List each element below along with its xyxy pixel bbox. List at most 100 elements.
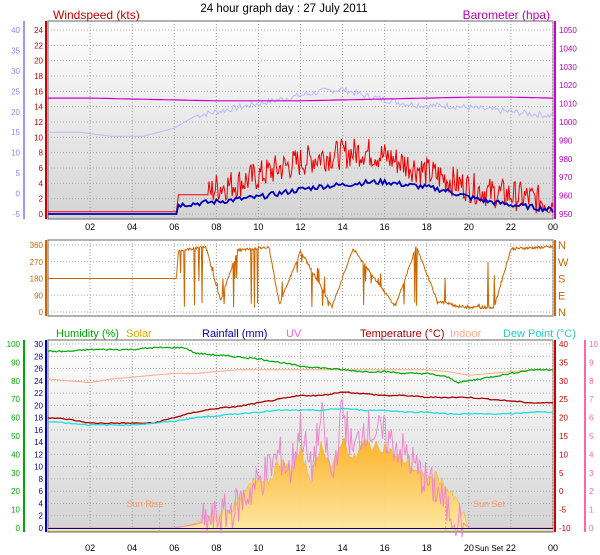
rain-y-tick-label: 2 — [39, 512, 44, 521]
wind-gust-line — [48, 138, 554, 214]
wind-x-tick-label: 14 — [338, 222, 348, 232]
barometer-y-tick-label: 1010 — [559, 100, 577, 109]
gust-y-tick-label: 40 — [11, 26, 20, 35]
rain-y-tick-label: 14 — [34, 438, 43, 447]
uv-y-tick-label: 6 — [589, 414, 594, 423]
page-title: 24 hour graph day : 27 July 2011 — [200, 3, 367, 15]
uv-y-tick-label: 0 — [589, 524, 594, 533]
conditions-x-tick-label: 00 — [548, 543, 558, 553]
wind-x-tick-label: 18 — [422, 222, 432, 232]
humidity-y-tick-label: 20 — [11, 487, 20, 496]
rain-y-tick-label: 12 — [34, 450, 43, 459]
legend-solar: Solar — [126, 328, 152, 340]
gust-y-tick-label: 35 — [11, 46, 20, 55]
wind-y-tick-label: 4 — [39, 179, 44, 188]
wind-y-tick-label: 22 — [34, 41, 43, 50]
direction-y-tick-label: 180 — [30, 275, 44, 284]
legend-temperature: Temperature (°C) — [360, 328, 444, 340]
humidity-y-tick-label: 90 — [11, 358, 20, 367]
compass-tick-label: W — [558, 257, 569, 269]
barometer-y-tick-label: 980 — [559, 155, 573, 164]
barometer-y-tick-label: 1020 — [559, 81, 577, 90]
temp-y-tick-label: -10 — [559, 524, 571, 533]
gust-y-tick-label: 15 — [11, 128, 20, 137]
wind-y-tick-label: 12 — [34, 118, 43, 127]
barometer-y-tick-label: 1040 — [559, 44, 577, 53]
wind-x-tick-label: 22 — [506, 222, 516, 232]
wind-x-tick-label: 20 — [464, 222, 474, 232]
conditions-x-tick-label: 16 — [380, 543, 390, 553]
rain-y-tick-label: 18 — [34, 414, 43, 423]
sunrise-label: Sun Rise — [127, 499, 164, 509]
dewpoint-line — [47, 407, 553, 427]
conditions-x-tick-label: 08 — [211, 543, 221, 553]
barometer-y-tick-label: 970 — [559, 173, 573, 182]
legend-dewpoint: Dew Point (°C) — [503, 328, 576, 340]
direction-panel: 360 N 270 W 180 S 90 E 0 N — [30, 239, 569, 319]
humidity-y-tick-label: 10 — [11, 506, 20, 515]
direction-y-tick-label: 270 — [30, 258, 44, 267]
compass-tick-label: E — [558, 290, 565, 302]
barometer-y-tick-label: 990 — [559, 136, 573, 145]
direction-line — [48, 244, 554, 310]
direction-y-tick-label: 360 — [30, 241, 44, 250]
compass-tick-label: N — [558, 307, 566, 319]
wind-y-tick-label: 10 — [34, 133, 43, 142]
wind-y-tick-label: 16 — [34, 87, 43, 96]
wind-x-tick-label: 04 — [127, 222, 137, 232]
wind-y-tick-label: 8 — [39, 149, 44, 158]
wind-x-tick-label: 08 — [211, 222, 221, 232]
conditions-x-tick-label: 22 — [506, 543, 516, 553]
humidity-y-tick-label: 40 — [11, 450, 20, 459]
humidity-y-tick-label: 70 — [11, 395, 20, 404]
temp-y-tick-label: 15 — [559, 432, 568, 441]
humidity-y-tick-label: 100 — [7, 340, 21, 349]
humidity-y-tick-label: 80 — [11, 377, 20, 386]
rain-y-tick-label: 30 — [34, 340, 43, 349]
uv-y-tick-label: 7 — [589, 395, 594, 404]
barometer-y-tick-label: 1030 — [559, 63, 577, 72]
conditions-x-tick-label: 18 — [422, 543, 432, 553]
legend-humidity: Humidity (%) — [56, 328, 119, 340]
direction-y-tick-label: 0 — [39, 308, 44, 317]
barometer-y-tick-label: 960 — [559, 192, 573, 201]
rain-y-tick-label: 4 — [39, 499, 44, 508]
direction-y-tick-label: 90 — [34, 291, 43, 300]
humidity-y-tick-label: 30 — [11, 469, 20, 478]
conditions-x-tick-label: 06 — [169, 543, 179, 553]
uv-y-tick-label: 8 — [589, 377, 594, 386]
uv-y-tick-label: 4 — [589, 450, 594, 459]
conditions-x-tick-label: 12 — [295, 543, 305, 553]
wind-avg-line — [48, 177, 554, 215]
gust-y-tick-label: 20 — [11, 108, 20, 117]
rain-y-tick-label: 0 — [39, 524, 44, 533]
gust-y-tick-label: 30 — [11, 67, 20, 76]
temp-y-tick-label: 25 — [559, 395, 568, 404]
temp-y-tick-label: 30 — [559, 377, 568, 386]
rain-y-tick-label: 10 — [34, 463, 43, 472]
wind-y-tick-label: 20 — [34, 57, 43, 66]
conditions-x-tick-label: 14 — [338, 543, 348, 553]
temp-y-tick-label: 40 — [559, 340, 568, 349]
uv-y-tick-label: 5 — [589, 432, 594, 441]
uv-y-tick-label: 9 — [589, 358, 594, 367]
wind-y-tick-label: 14 — [34, 103, 43, 112]
wind-y-tick-label: 24 — [34, 26, 43, 35]
rain-y-tick-label: 22 — [34, 389, 43, 398]
humidity-y-tick-label: 60 — [11, 414, 20, 423]
temperature-line — [47, 391, 554, 425]
barometer-y-tick-label: 1050 — [559, 26, 577, 35]
uv-y-tick-label: 3 — [589, 469, 594, 478]
barometer-y-tick-label: 950 — [559, 210, 573, 219]
conditions-x-tick-label: 02 — [85, 543, 95, 553]
barometer-title: Barometer (hpa) — [463, 8, 550, 22]
legend-indoor: Indoor — [450, 328, 482, 340]
humidity-y-tick-label: 50 — [11, 432, 20, 441]
wind-panel: Windspeed (kts) Barometer (hpa) 02 04 06 08… — [11, 8, 577, 232]
gust-y-tick-label: -5 — [13, 210, 21, 219]
sunset-label: Sun Set — [473, 499, 506, 509]
rain-y-tick-label: 20 — [34, 401, 43, 410]
uv-y-tick-label: 1 — [589, 506, 594, 515]
compass-tick-label: N — [558, 240, 566, 252]
wind-y-tick-label: 0 — [39, 210, 44, 219]
